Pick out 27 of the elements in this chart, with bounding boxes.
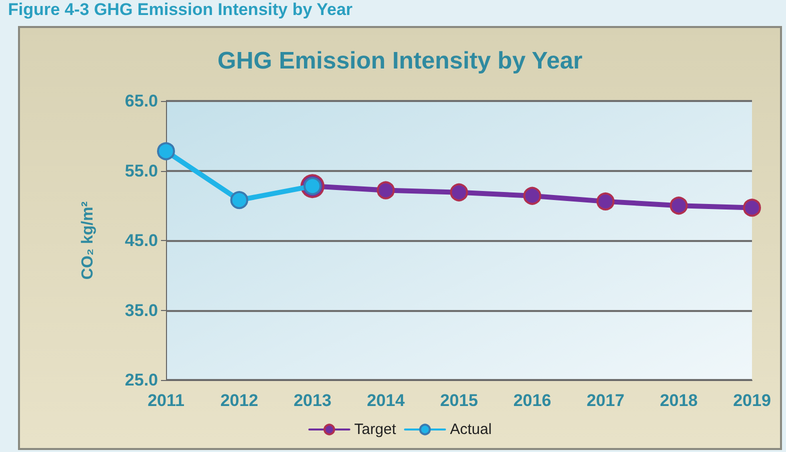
legend-label: Actual <box>450 421 492 438</box>
legend-label: Target <box>354 421 397 438</box>
point <box>450 183 468 202</box>
x-tick-label: 2011 <box>148 391 184 410</box>
x-tick-label: 2018 <box>660 391 698 410</box>
x-tick-label: 2012 <box>220 391 258 410</box>
x-tick-label: 2015 <box>440 391 478 410</box>
point <box>157 142 175 160</box>
x-tick-label: 2017 <box>586 391 624 410</box>
point <box>230 191 248 210</box>
point <box>376 181 395 200</box>
x-tick-label: 2014 <box>366 391 406 410</box>
point <box>670 196 688 215</box>
y-axis-title: CO₂ kg/m² <box>80 201 96 280</box>
point <box>743 198 761 217</box>
caption: Figure 4-3 GHG Emission Intensity by Year <box>8 0 353 20</box>
y-tick-label: 65.0 <box>124 92 158 110</box>
chart-title: GHG Emission Intensity by Year <box>217 48 583 74</box>
x-tick-label: 2013 <box>294 391 332 410</box>
y-tick-label: 45.0 <box>124 231 158 250</box>
y-tick-label: 25.0 <box>124 370 158 390</box>
x-tick-label: 2016 <box>513 391 552 410</box>
y-tick-label: 55.0 <box>124 161 158 180</box>
point <box>596 192 614 210</box>
point <box>523 186 542 205</box>
x-tick-label: 2019 <box>733 391 771 410</box>
y-tick-label: 35.0 <box>124 300 158 320</box>
